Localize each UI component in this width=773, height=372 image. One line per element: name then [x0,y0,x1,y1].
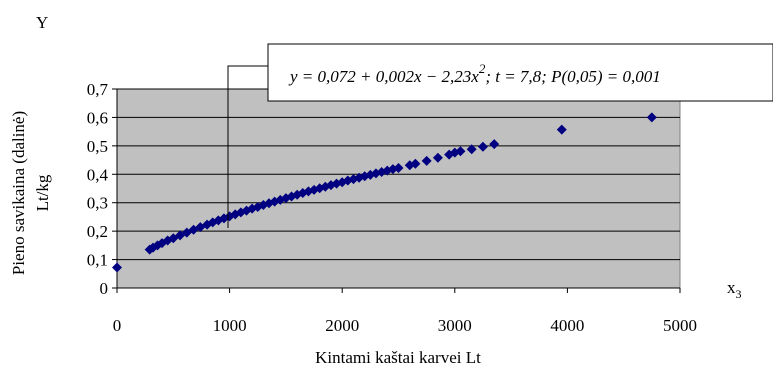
y-tick-label: 0 [100,279,109,298]
equation-text: y = 0,072 + 0,002x − 2,23x2; t = 7,8; P(… [288,61,661,86]
y-axis-letter: Y [36,13,48,32]
data-point [489,139,500,150]
x-tick-labels: 0 1000 2000 3000 4000 5000 [113,316,697,335]
y-tick-labels: 0 0,1 0,2 0,3 0,4 0,5 0,6 0,7 [87,80,109,298]
data-point [556,124,567,135]
data-point [646,112,657,123]
equation-part1: y = 0,072 + 0,002x − 2,23x [288,67,479,86]
data-point [477,141,488,152]
y-tick-label: 0,6 [87,108,108,127]
y-tick-label: 0,5 [87,137,108,156]
y-axis-title-line1: Pieno savikaina (dalinė) [9,111,28,275]
x-tick-label: 3000 [438,316,472,335]
data-point [421,155,432,166]
x-variable-subscript: 3 [736,287,742,301]
data-point [466,144,477,155]
equation-box [267,43,773,102]
y-tick-label: 0,2 [87,222,108,241]
data-points [112,112,657,273]
y-tick-label: 0,3 [87,194,108,213]
x-tick-label: 1000 [213,316,247,335]
x-axis-title: Kintami kaštai karvei Lt [315,348,481,367]
data-point [112,262,122,273]
y-tick-label: 0,4 [87,165,109,184]
equation-part2: ; t = 7,8; P(0,05) = 0,001 [485,67,660,86]
x-variable-letter: x [727,278,736,297]
data-point [455,146,466,157]
x-tick-label: 0 [113,316,122,335]
data-point [393,163,404,174]
y-tick-label: 0,7 [87,80,109,99]
plot-area [116,88,681,289]
data-point [432,152,443,163]
y-tick-marks [112,88,117,289]
x-tick-label: 5000 [663,316,697,335]
x-variable-label: x3 [727,278,742,301]
x-tick-label: 4000 [550,316,584,335]
x-tick-label: 2000 [325,316,359,335]
data-point [410,158,421,169]
x-tick-marks [116,288,681,293]
equation-exponent: 2 [479,61,486,76]
y-tick-label: 0,1 [87,251,108,270]
y-axis-title-line2: Lt/kg [33,174,52,211]
equation-leader-line [227,65,268,228]
